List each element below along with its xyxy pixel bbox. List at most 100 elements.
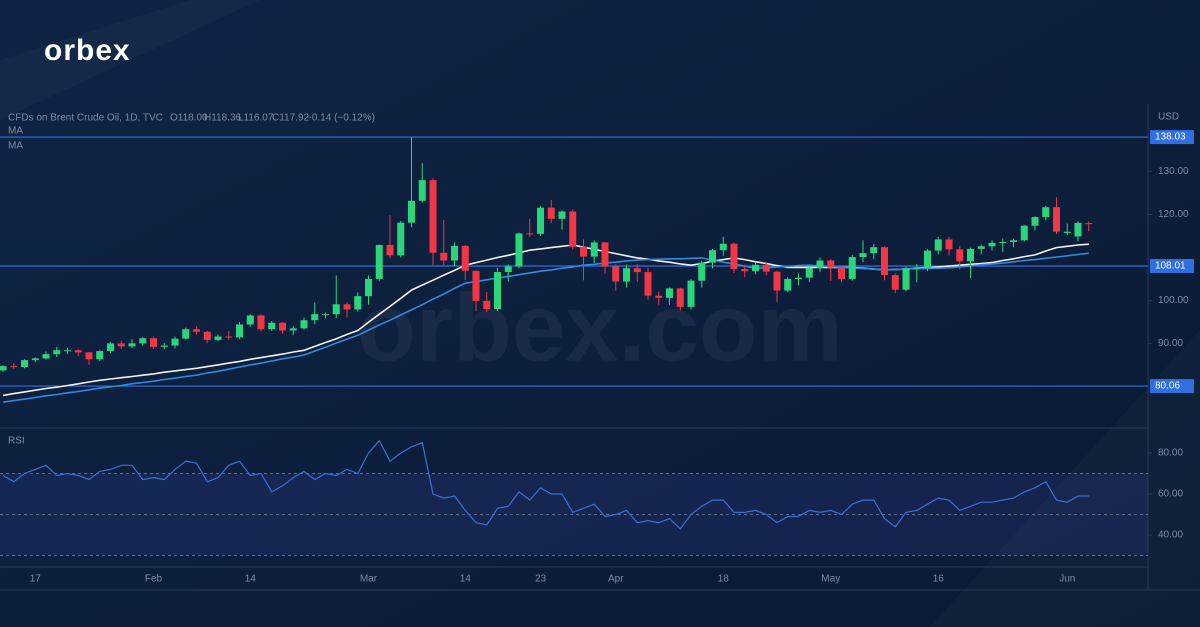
candle-body [859, 253, 867, 258]
candle-body [289, 328, 297, 331]
candle-body [397, 222, 405, 256]
rsi-line [2, 439, 1089, 530]
candle-body [365, 278, 372, 297]
y-tick-label: 90.00 [1158, 338, 1183, 349]
logo: orbex [44, 34, 131, 67]
candle-body [967, 248, 974, 262]
candle-body [1074, 222, 1082, 237]
level-label: 80.06 [1155, 381, 1180, 392]
x-tick-label: Mar [360, 574, 378, 585]
candle-body [408, 200, 415, 223]
candle-body [891, 275, 899, 290]
candle-body [838, 267, 845, 279]
candle-body [666, 288, 673, 298]
candle-body [21, 360, 28, 368]
candle-body [515, 233, 523, 267]
candle-body [440, 252, 448, 261]
candle-body [1053, 207, 1060, 232]
candle-body [1085, 223, 1093, 225]
level-label-box [1150, 259, 1194, 274]
y-tick-label: 100.00 [1158, 295, 1189, 306]
candle-body [74, 350, 82, 353]
candle-body [784, 278, 792, 291]
axis-label: USD [1158, 112, 1179, 123]
candle-body [494, 272, 501, 310]
candle-body [956, 249, 964, 262]
candle-body [225, 336, 233, 338]
watermark: orbex.com [357, 274, 842, 381]
y-tick-label: 40.00 [1158, 530, 1183, 541]
y-tick-label: 130.00 [1158, 166, 1189, 177]
candle-body [429, 180, 437, 253]
candle-body [193, 329, 200, 332]
level-label: 108.01 [1155, 261, 1186, 272]
candle-body [1063, 231, 1071, 233]
candle-body [214, 336, 222, 340]
candle-body [590, 242, 598, 257]
candle-body [332, 304, 340, 315]
candle-body [601, 242, 609, 267]
candle-body [741, 269, 749, 272]
candle-body [709, 250, 716, 263]
candle-body [171, 338, 179, 346]
level-label: 138.03 [1155, 132, 1186, 143]
candle-body [375, 245, 383, 279]
candle-body [268, 322, 276, 330]
y-tick-label: 120.00 [1158, 209, 1189, 220]
candle-body [139, 338, 147, 344]
x-tick-label: 16 [933, 574, 945, 585]
candle-body [279, 322, 286, 331]
candle-body [0, 366, 7, 371]
candle-body [343, 304, 351, 310]
ohlc-value: H118.36 [204, 113, 242, 124]
candle-body [644, 272, 652, 296]
candle-body [1010, 240, 1017, 243]
candle-body [117, 343, 125, 347]
candle-body [655, 295, 663, 298]
candle-body [848, 257, 856, 279]
x-tick-label: 23 [535, 574, 547, 585]
candle-body [924, 250, 931, 269]
candle-body [128, 343, 136, 347]
candle-body [773, 271, 781, 291]
candle-body [96, 351, 104, 360]
candle-body [977, 246, 985, 249]
candle-body [580, 246, 587, 257]
candle-body [623, 268, 630, 282]
rsi-band [0, 473, 1148, 556]
candle-body [236, 324, 243, 338]
candle-body [870, 247, 878, 254]
candle-body [418, 180, 426, 201]
candle-body [569, 211, 577, 247]
candle-body [633, 268, 641, 273]
candle-body [10, 366, 18, 368]
candle-body [913, 268, 921, 270]
candle-body [730, 243, 738, 270]
x-tick-label: Jun [1059, 574, 1075, 585]
candle-body [698, 262, 706, 281]
x-tick-label: 17 [30, 574, 42, 585]
y-tick-label: 60.00 [1158, 489, 1183, 500]
x-tick-label: 18 [718, 574, 730, 585]
candle-body [461, 245, 469, 271]
candle-body [1020, 225, 1028, 241]
legend-label: MA [8, 126, 23, 137]
candle-body [203, 331, 211, 340]
x-tick-label: May [821, 574, 840, 585]
candle-body [795, 277, 802, 279]
candle-body [53, 350, 61, 355]
candle-body [311, 314, 319, 321]
candle-body [386, 245, 394, 256]
level-label-box [1150, 379, 1194, 394]
y-tick-label: 80.00 [1158, 448, 1183, 459]
candle-body [85, 352, 93, 360]
chart-title: CFDs on Brent Crude Oil, 1D, TVC [8, 113, 163, 124]
ohlc-value: −0.14 (−0.12%) [306, 113, 375, 124]
candle-body [257, 315, 265, 330]
legend-label: MA [8, 141, 23, 152]
candle-body [676, 288, 684, 307]
x-tick-label: 14 [245, 574, 257, 585]
candle-body [451, 245, 458, 261]
